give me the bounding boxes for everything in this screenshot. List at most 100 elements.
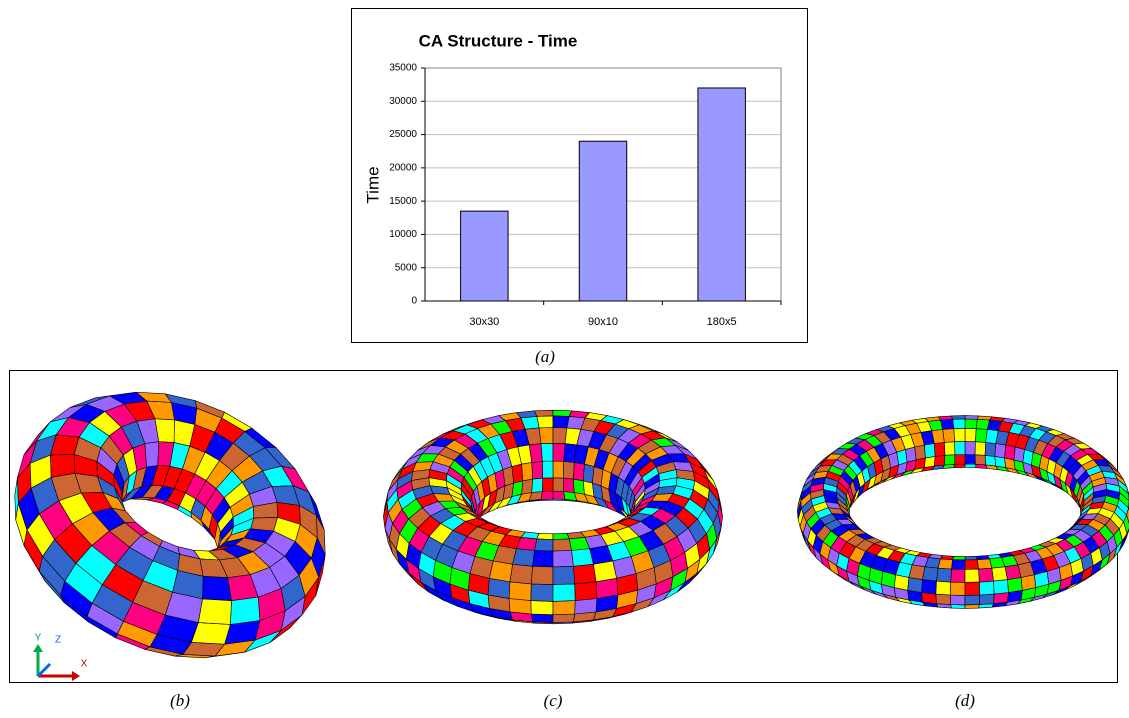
- torus-cell: [563, 478, 574, 492]
- torus-cell: [915, 445, 926, 460]
- x-tick-label: 180x5: [707, 316, 737, 328]
- torus-cell: [965, 416, 979, 420]
- torus-cell: [532, 478, 543, 492]
- torus-cell: [541, 491, 553, 499]
- torus-cell: [553, 478, 564, 492]
- torus-cell: [535, 410, 554, 416]
- torus-cell: [936, 581, 951, 595]
- torus-cell: [950, 582, 965, 595]
- torus-cell: [992, 567, 1008, 581]
- torus-cell: [979, 568, 994, 582]
- torus-cell: [943, 429, 955, 443]
- torus-cell: [531, 601, 553, 615]
- torus-cell: [230, 597, 260, 624]
- torus-cell: [553, 539, 572, 551]
- torus-cell: [593, 561, 616, 582]
- torus-cell: [934, 442, 945, 456]
- torus-cell: [537, 416, 553, 428]
- torus-cell: [542, 461, 553, 478]
- torus-cell: [553, 461, 564, 478]
- torus-cell: [944, 455, 955, 465]
- x-tick-label: 30x30: [469, 316, 499, 328]
- torus-cell: [965, 419, 977, 429]
- torus-cell: [509, 582, 531, 601]
- torus-cell: [952, 416, 966, 420]
- torus-cell: [923, 567, 939, 581]
- torus-cell: [953, 419, 965, 429]
- torus-cell: [950, 595, 965, 605]
- torus-cell: [553, 584, 575, 602]
- torus-cell: [573, 564, 596, 584]
- torus-cell: [908, 578, 923, 593]
- torus-cell: [535, 539, 554, 551]
- torus-cell: [936, 594, 951, 605]
- torus-cell: [951, 605, 965, 609]
- torus-cell: [979, 581, 994, 595]
- torus-cell: [951, 569, 965, 582]
- torus-cell: [965, 556, 977, 560]
- y-tick-label: 0: [411, 296, 417, 307]
- caption: (c): [544, 691, 563, 710]
- y-tick-label: 10000: [389, 229, 417, 240]
- torus-cell: [965, 442, 975, 455]
- torus-cell: [975, 429, 987, 443]
- torus-cell: [522, 479, 533, 494]
- torus-cell: [922, 580, 937, 595]
- torus-cell: [541, 443, 553, 461]
- torus-cell: [1005, 445, 1016, 460]
- torus-cell: [952, 560, 966, 570]
- torus-cell: [1005, 565, 1021, 580]
- torus-cell: [542, 478, 553, 492]
- torus-cell: [934, 455, 945, 466]
- torus-cell: [531, 614, 553, 623]
- torus-cell: [965, 595, 980, 605]
- y-tick-label: 5000: [395, 262, 418, 273]
- torus-cell: [965, 605, 979, 609]
- torus-cell: [995, 444, 1006, 458]
- torus-cell: [977, 559, 992, 569]
- torus-cell: [553, 551, 573, 567]
- y-tick-label: 20000: [389, 162, 417, 173]
- axis-label: Y: [35, 633, 42, 644]
- torus-cell: [573, 479, 584, 494]
- torus-cell: [955, 455, 965, 465]
- torus-cell: [965, 582, 980, 595]
- caption: (a): [535, 347, 555, 366]
- torus-cell: [563, 461, 574, 479]
- torus-cell: [513, 549, 535, 567]
- torus-cell: [539, 428, 553, 444]
- torus-cell: [510, 564, 533, 584]
- torus-cell: [985, 442, 996, 456]
- torus-cell: [953, 556, 965, 560]
- bar: [579, 141, 626, 301]
- torus-cell: [965, 464, 976, 468]
- torus-cell: [965, 560, 979, 570]
- torus-cell: [909, 565, 925, 580]
- torus-cell: [975, 455, 986, 465]
- y-tick-label: 35000: [389, 63, 417, 74]
- bar: [698, 88, 745, 301]
- bar: [461, 211, 508, 301]
- torus-cell: [198, 599, 231, 624]
- torus-cell: [489, 561, 512, 582]
- torus-cell: [553, 410, 572, 416]
- axis-label: X: [81, 659, 88, 670]
- torus-cell: [553, 416, 569, 428]
- torus-cell: [994, 580, 1009, 595]
- axis-label: Z: [55, 635, 61, 646]
- torus-cell: [522, 462, 533, 480]
- caption: (d): [955, 691, 975, 710]
- torus-cell: [572, 549, 594, 567]
- y-tick-label: 30000: [389, 96, 417, 107]
- torus-cell: [553, 566, 575, 584]
- torus-cell: [924, 444, 935, 458]
- torus-cell: [1008, 578, 1023, 593]
- torus-cell: [553, 491, 565, 499]
- torus-cell: [575, 599, 597, 615]
- torus-cell: [553, 614, 575, 623]
- torus-cell: [203, 576, 232, 600]
- torus-cell: [553, 533, 569, 539]
- y-tick-label: 15000: [389, 196, 417, 207]
- torus-cell: [965, 455, 975, 465]
